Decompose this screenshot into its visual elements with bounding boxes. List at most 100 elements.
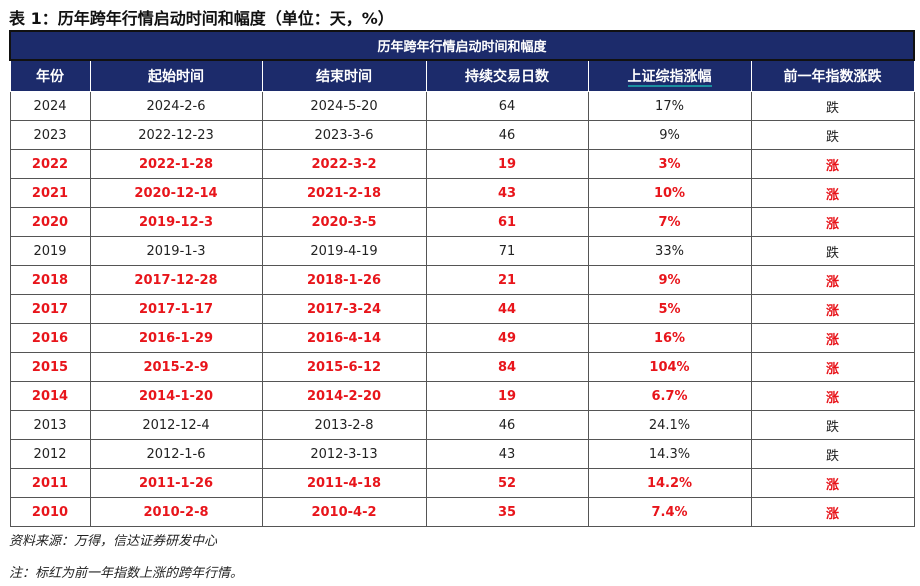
table-cell: 涨 (750, 381, 915, 411)
column-header: 上证综指涨幅 (587, 59, 752, 92)
column-header: 持续交易日数 (425, 59, 589, 92)
table-cell: 17% (587, 91, 752, 121)
table-cell: 2024-2-6 (89, 91, 263, 121)
column-header: 年份 (9, 59, 91, 92)
table-row: 2024 2024-2-6 2024-5-20 64 17% 跌 (9, 91, 915, 121)
table-row: 2022 2022-1-28 2022-3-2 19 3% 涨 (9, 149, 915, 179)
table-cell: 46 (425, 120, 589, 150)
table-cell: 2017-12-28 (89, 265, 263, 295)
table-row: 2023 2022-12-23 2023-3-6 46 9% 跌 (9, 120, 915, 150)
table-cell: 2024 (9, 91, 91, 121)
table-cell: 2022 (9, 149, 91, 179)
table-cell: 9% (587, 120, 752, 150)
table-cell: 2021-2-18 (261, 178, 427, 208)
table-row: 2012 2012-1-6 2012-3-13 43 14.3% 跌 (9, 439, 915, 469)
table-cell: 2010 (9, 497, 91, 527)
table-cell: 涨 (750, 497, 915, 527)
column-header-label: 上证综指涨幅 (627, 69, 712, 87)
table-cell: 2014 (9, 381, 91, 411)
table-cell: 43 (425, 178, 589, 208)
table-cell: 6.7% (587, 381, 752, 411)
table-cell: 49 (425, 323, 589, 353)
table-cell: 涨 (750, 207, 915, 237)
table-cell: 2017-3-24 (261, 294, 427, 324)
table-row: 2011 2011-1-26 2011-4-18 52 14.2% 涨 (9, 468, 915, 498)
table-cell: 跌 (750, 439, 915, 469)
table-cell: 2022-12-23 (89, 120, 263, 150)
table-cell: 2017 (9, 294, 91, 324)
table-cell: 16% (587, 323, 752, 353)
table-cell: 46 (425, 410, 589, 440)
table-cell: 2010-2-8 (89, 497, 263, 527)
table-cell: 3% (587, 149, 752, 179)
table-cell: 跌 (750, 91, 915, 121)
table-row: 2018 2017-12-28 2018-1-26 21 9% 涨 (9, 265, 915, 295)
table-row: 2016 2016-1-29 2016-4-14 49 16% 涨 (9, 323, 915, 353)
table-cell: 14.3% (587, 439, 752, 469)
table-cell: 44 (425, 294, 589, 324)
table-cell: 涨 (750, 294, 915, 324)
column-header-label: 持续交易日数 (465, 69, 549, 85)
table-cell: 2019-12-3 (89, 207, 263, 237)
table-cell: 24.1% (587, 410, 752, 440)
table-cell: 19 (425, 381, 589, 411)
table-cell: 9% (587, 265, 752, 295)
table-cell: 涨 (750, 149, 915, 179)
table-title: 历年跨年行情启动时间和幅度 (8, 30, 916, 61)
column-header: 前一年指数涨跌 (750, 59, 915, 92)
table-cell: 2013-2-8 (261, 410, 427, 440)
table-row: 2013 2012-12-4 2013-2-8 46 24.1% 跌 (9, 410, 915, 440)
table-cell: 2014-2-20 (261, 381, 427, 411)
table-cell: 2019 (9, 236, 91, 266)
table-cell: 2015 (9, 352, 91, 382)
column-header-label: 前一年指数涨跌 (783, 69, 882, 85)
column-header-label: 起始时间 (148, 69, 204, 85)
table-cell: 2019-4-19 (261, 236, 427, 266)
table-cell: 2012-3-13 (261, 439, 427, 469)
table-cell: 2016-1-29 (89, 323, 263, 353)
column-header: 起始时间 (89, 59, 263, 92)
table-cell: 61 (425, 207, 589, 237)
footnote: 注：标红为前一年指数上涨的跨年行情。 (9, 566, 244, 581)
table-cell: 43 (425, 439, 589, 469)
table-cell: 2019-1-3 (89, 236, 263, 266)
table-cell: 10% (587, 178, 752, 208)
table-cell: 涨 (750, 352, 915, 382)
table-cell: 52 (425, 468, 589, 498)
table-cell: 2020-12-14 (89, 178, 263, 208)
table-cell: 21 (425, 265, 589, 295)
table-cell: 14.2% (587, 468, 752, 498)
table-cell: 64 (425, 91, 589, 121)
table-cell: 2014-1-20 (89, 381, 263, 411)
table-cell: 2024-5-20 (261, 91, 427, 121)
table-cell: 84 (425, 352, 589, 382)
table-cell: 2010-4-2 (261, 497, 427, 527)
table-cell: 2018 (9, 265, 91, 295)
table-row: 2021 2020-12-14 2021-2-18 43 10% 涨 (9, 178, 915, 208)
table-row: 2017 2017-1-17 2017-3-24 44 5% 涨 (9, 294, 915, 324)
table-cell: 2022-3-2 (261, 149, 427, 179)
table-cell: 7% (587, 207, 752, 237)
table-cell: 2015-6-12 (261, 352, 427, 382)
table-cell: 33% (587, 236, 752, 266)
table-cell: 5% (587, 294, 752, 324)
table-row: 2010 2010-2-8 2010-4-2 35 7.4% 涨 (9, 497, 915, 527)
table-cell: 2011-1-26 (89, 468, 263, 498)
table-cell: 涨 (750, 265, 915, 295)
table-cell: 2012-12-4 (89, 410, 263, 440)
source-note: 资料来源：万得，信达证券研发中心 (9, 534, 218, 549)
table-cell: 2013 (9, 410, 91, 440)
data-table: 历年跨年行情启动时间和幅度 年份 起始时间 结束时间 持续交易日数 上证综指涨幅 前一年指… (8, 30, 916, 527)
table-cell: 2018-1-26 (261, 265, 427, 295)
table-cell: 71 (425, 236, 589, 266)
table-row: 2020 2019-12-3 2020-3-5 61 7% 涨 (9, 207, 915, 237)
table-cell: 7.4% (587, 497, 752, 527)
table-cell: 19 (425, 149, 589, 179)
table-caption: 表 1：历年跨年行情启动时间和幅度（单位：天，%） (9, 9, 394, 28)
table-cell: 2016-4-14 (261, 323, 427, 353)
table-cell: 2012-1-6 (89, 439, 263, 469)
table-cell: 跌 (750, 120, 915, 150)
table-cell: 涨 (750, 323, 915, 353)
table-cell: 35 (425, 497, 589, 527)
table-cell: 104% (587, 352, 752, 382)
